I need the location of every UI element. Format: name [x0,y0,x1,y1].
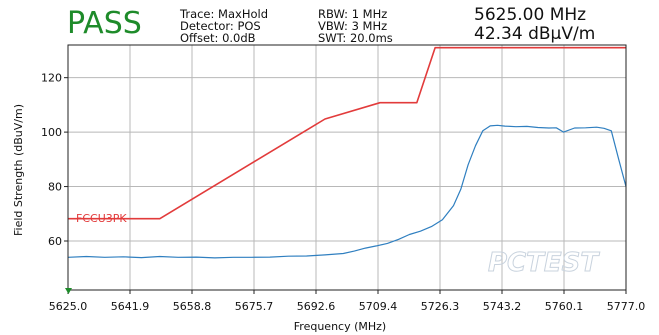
vbw-value: VBW: 3 MHz [318,19,388,33]
limit-line-label: FCCU3PK [76,212,127,225]
x-tick-label: 5625.0 [49,300,88,313]
x-tick-label: 5658.8 [173,300,212,313]
y-tick-label: 100 [41,126,62,139]
trace-mode: Trace: MaxHold [180,7,268,21]
x-tick-label: 5709.4 [359,300,398,313]
offset-value: Offset: 0.0dB [180,31,256,45]
x-tick-label: 5692.6 [297,300,336,313]
x-tick-label: 5641.9 [111,300,150,313]
pass-status: PASS [67,6,142,41]
axis-ticks: 5625.0 5641.9 5658.8 5675.7 5692.6 5709.4 5726… [41,72,645,313]
trace-settings: Trace: MaxHold Detector: POS Offset: 0.0… [180,8,268,44]
marker-triangle-icon [65,288,72,294]
x-tick-label: 5777.0 [607,300,646,313]
measured-trace [67,124,627,259]
marker-level: 42.34 dBµV/m [474,24,596,44]
limit-line [68,46,626,220]
x-tick-label: 5726.3 [421,300,460,313]
pctest-watermark: PCTEST [488,248,600,278]
y-tick-label: 80 [48,181,62,194]
plot-frame [67,44,627,291]
rbw-value: RBW: 1 MHz [318,7,388,21]
y-axis-title: Field Strength (dBuV/m) [12,104,25,236]
detector-mode: Detector: POS [180,19,261,33]
sweep-time-value: SWT: 20.0ms [318,31,393,45]
x-tick-label: 5743.2 [483,300,522,313]
x-tick-label: 5760.1 [545,300,584,313]
marker-readout: 5625.00 MHz 42.34 dBµV/m [474,6,595,44]
y-tick-label: 60 [48,235,62,248]
x-axis-title: Frequency (MHz) [294,320,386,333]
marker-frequency: 5625.00 MHz [474,5,587,25]
series-layer [67,46,627,259]
x-tick-label: 5675.7 [235,300,274,313]
bandwidth-settings: RBW: 1 MHz VBW: 3 MHz SWT: 20.0ms [318,8,393,44]
y-tick-label: 120 [41,72,62,85]
